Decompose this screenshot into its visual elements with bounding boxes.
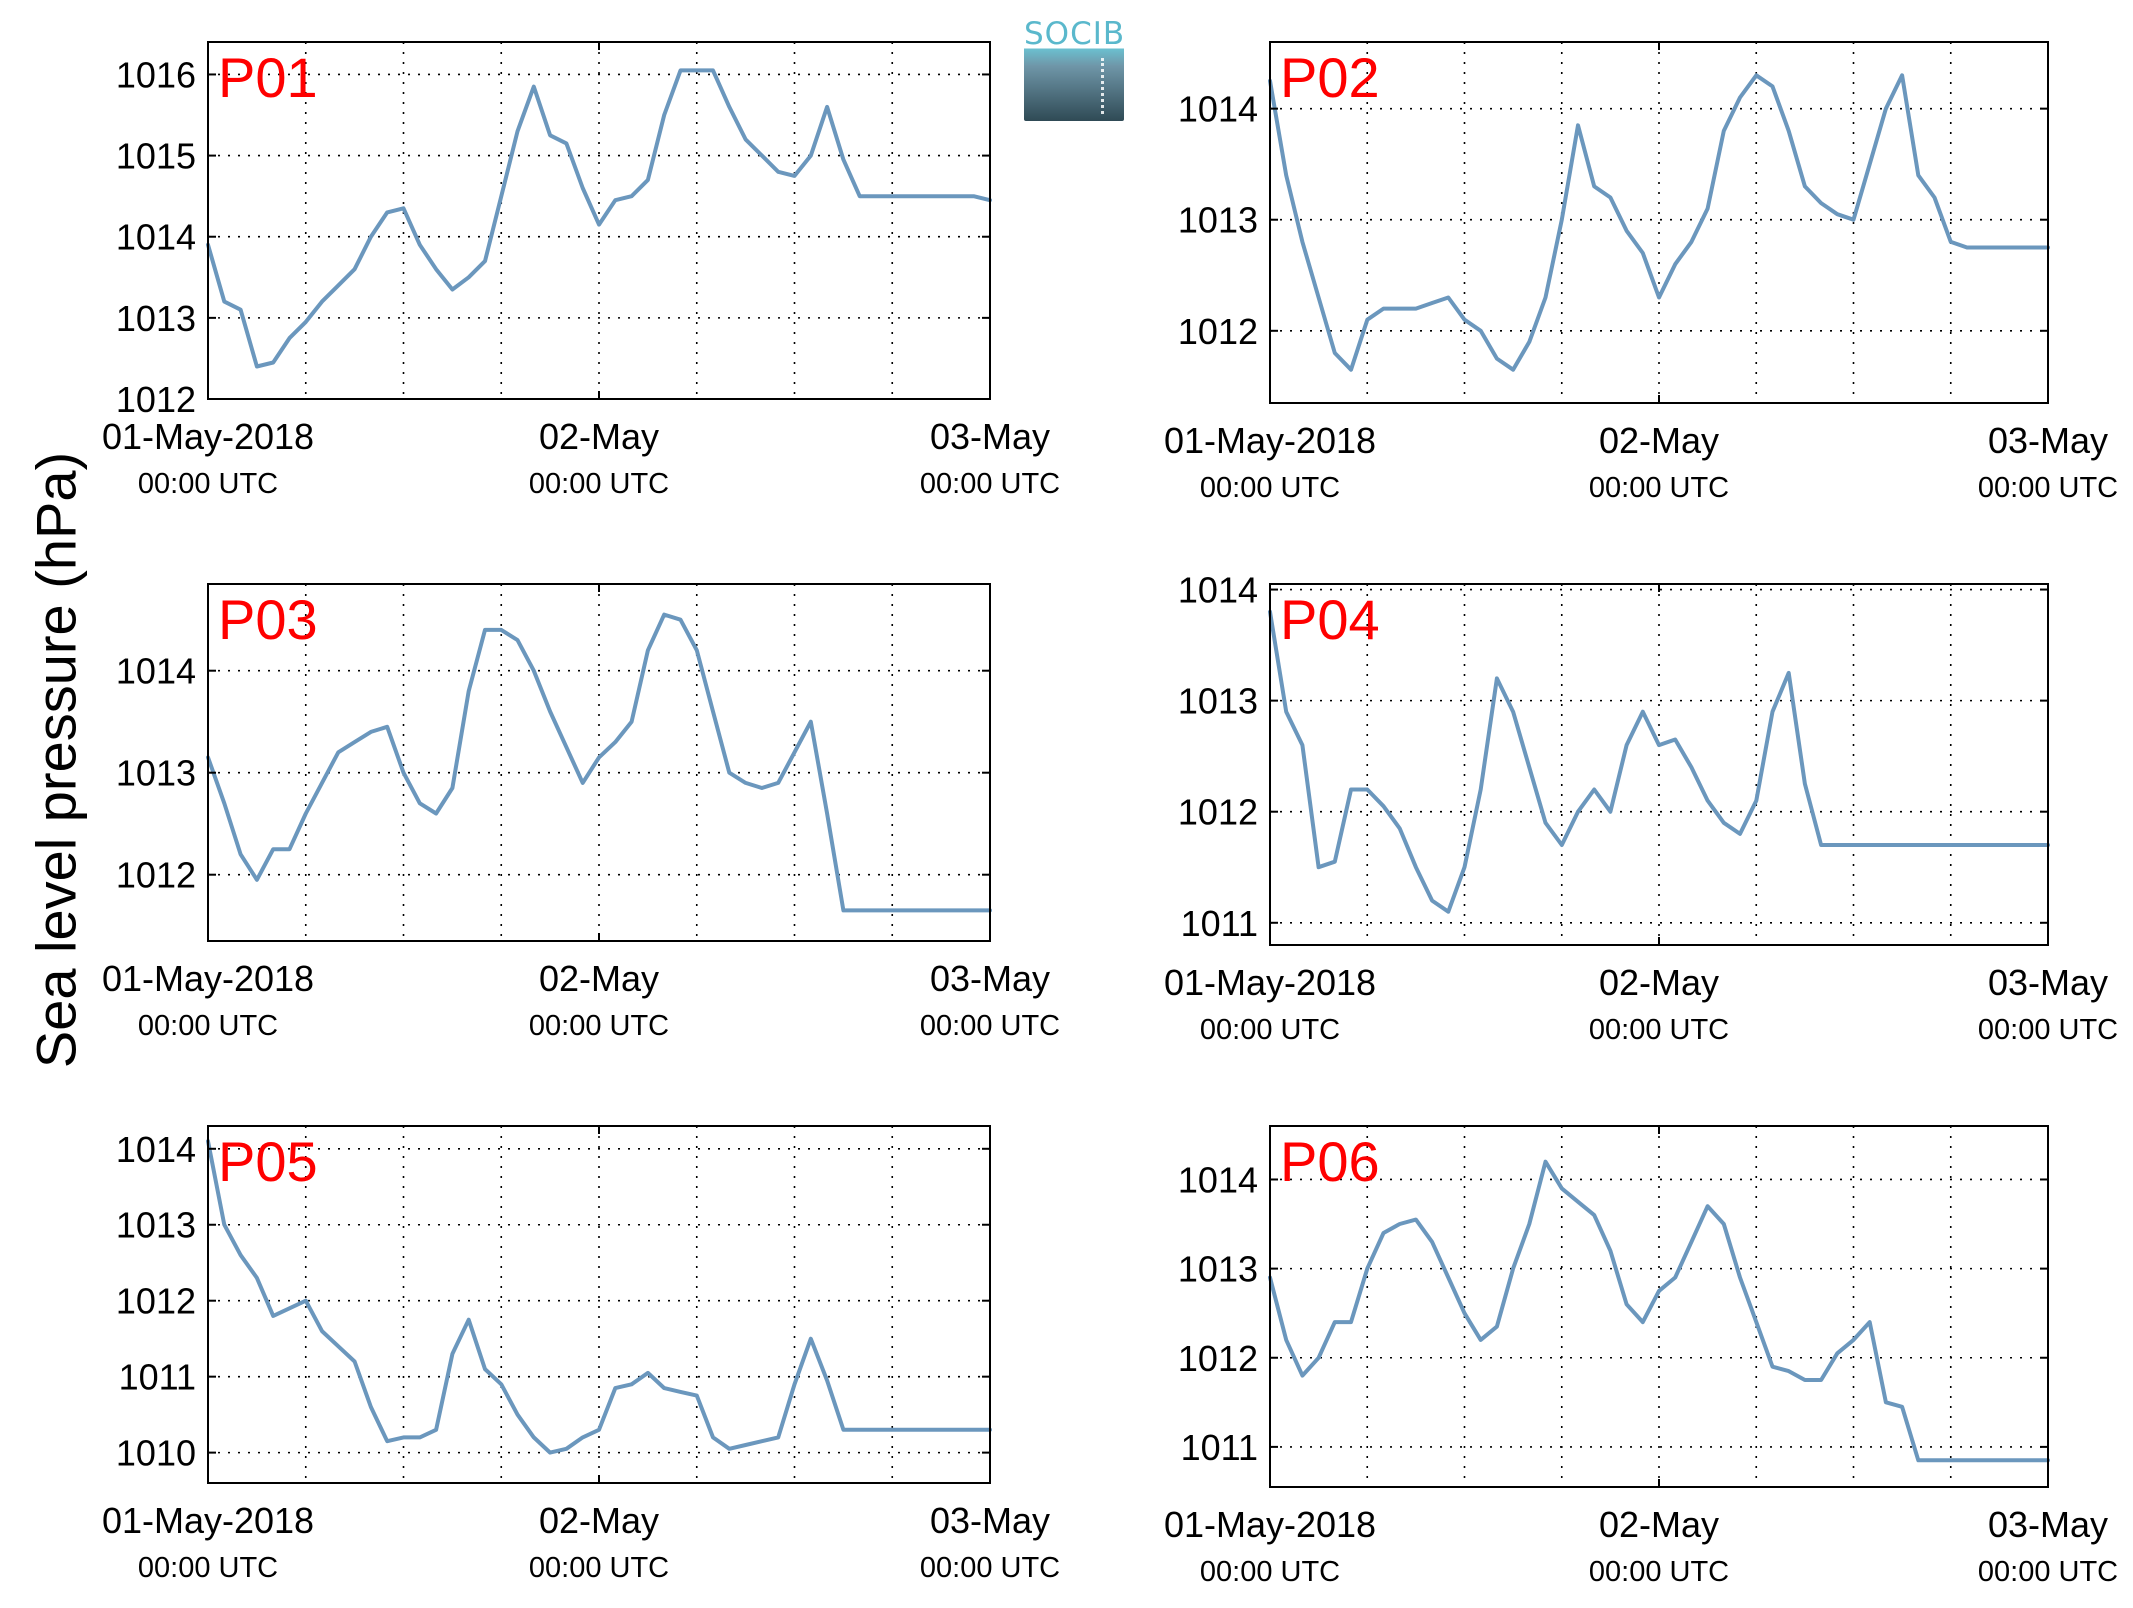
y-tick-label: 1013 [1178, 1249, 1258, 1290]
x-tick-sublabel: 00:00 UTC [138, 468, 278, 500]
series-line [1268, 1159, 2050, 1463]
y-tick-label: 1016 [116, 54, 196, 95]
y-tick-label: 1011 [1181, 903, 1258, 944]
x-tick-label: 02-May [1599, 420, 1719, 461]
x-tick-sublabel: 00:00 UTC [920, 1010, 1060, 1042]
x-tick-sublabel: 00:00 UTC [1589, 1014, 1729, 1046]
y-tick-label: 1013 [116, 298, 196, 339]
y-tick-label: 1012 [1178, 1338, 1258, 1379]
x-tick-sublabel: 00:00 UTC [1200, 472, 1340, 504]
y-tick-label: 1011 [119, 1357, 196, 1398]
panel-p06: 1011 1012 1013 1014 01-May-2018 00:00 UTC 02-M… [1164, 1125, 2118, 1588]
series-line [206, 68, 992, 369]
x-tick-label: 03-May [930, 416, 1050, 457]
y-tick-label: 1014 [116, 217, 196, 258]
y-tick-label: 1013 [116, 1205, 196, 1246]
series-line [1268, 609, 2050, 914]
axes-frame [207, 583, 991, 942]
x-tick-sublabel: 00:00 UTC [1200, 1014, 1340, 1046]
panel-title: P03 [218, 588, 318, 651]
x-tick-label: 01-May-2018 [102, 1500, 314, 1541]
y-tick-label: 1013 [1178, 200, 1258, 241]
x-tick-sublabel: 00:00 UTC [1589, 472, 1729, 504]
panel-title: P06 [1280, 1130, 1380, 1193]
socib-logo-marks [1101, 58, 1104, 114]
x-tick-sublabel: 00:00 UTC [529, 468, 669, 500]
x-tick-label: 02-May [1599, 962, 1719, 1003]
y-tick-label: 1010 [116, 1433, 196, 1474]
x-tick-sublabel: 00:00 UTC [529, 1010, 669, 1042]
x-tick-label: 01-May-2018 [1164, 1504, 1376, 1545]
y-tick-label: 1012 [116, 1281, 196, 1322]
panel-p02: 1012 1013 1014 01-May-2018 00:00 UTC 02-May 00… [1164, 41, 2118, 504]
series-line [206, 1139, 992, 1455]
panel-p05: 1010 1011 1012 1013 1014 01-May-2018 00:00 UTC… [102, 1125, 1060, 1584]
y-tick-label: 1012 [1178, 311, 1258, 352]
y-tick-label: 1013 [1178, 681, 1258, 722]
socib-logo-text: SOCIB [1024, 16, 1126, 52]
x-tick-label: 02-May [539, 1500, 659, 1541]
socib-logo: SOCIB [1024, 16, 1126, 121]
x-tick-label: 01-May-2018 [102, 416, 314, 457]
y-tick-label: 1012 [116, 855, 196, 896]
x-tick-sublabel: 00:00 UTC [1200, 1556, 1340, 1588]
x-tick-sublabel: 00:00 UTC [1978, 472, 2118, 504]
x-tick-sublabel: 00:00 UTC [1589, 1556, 1729, 1588]
x-tick-sublabel: 00:00 UTC [138, 1010, 278, 1042]
series-line [1268, 73, 2050, 372]
x-tick-label: 03-May [930, 958, 1050, 999]
y-tick-label: 1014 [1178, 89, 1258, 130]
x-tick-sublabel: 00:00 UTC [1978, 1556, 2118, 1588]
panel-p01: 1012 1013 1014 1015 1016 01-May-2018 00:00 UTC… [102, 41, 1060, 500]
y-tick-label: 1012 [1178, 792, 1258, 833]
panel-title: P02 [1280, 46, 1380, 109]
x-tick-label: 02-May [1599, 1504, 1719, 1545]
y-tick-label: 1013 [116, 753, 196, 794]
panel-p04: 1011 1012 1013 1014 01-May-2018 00:00 UTC 02-M… [1164, 570, 2118, 1046]
x-tick-label: 02-May [539, 416, 659, 457]
y-tick-label: 1014 [1178, 570, 1258, 611]
panel-p03: 1012 1013 1014 01-May-2018 00:00 UTC 02-May 00… [102, 583, 1060, 1042]
x-tick-sublabel: 00:00 UTC [1978, 1014, 2118, 1046]
y-tick-label: 1014 [116, 1129, 196, 1170]
y-tick-label: 1014 [116, 651, 196, 692]
series-line [206, 612, 992, 913]
x-tick-label: 03-May [1988, 962, 2108, 1003]
x-tick-sublabel: 00:00 UTC [529, 1552, 669, 1584]
x-tick-label: 03-May [930, 1500, 1050, 1541]
panel-title: P01 [218, 46, 318, 109]
panel-title: P05 [218, 1130, 318, 1193]
x-tick-label: 03-May [1988, 420, 2108, 461]
x-tick-label: 01-May-2018 [102, 958, 314, 999]
x-tick-sublabel: 00:00 UTC [920, 1552, 1060, 1584]
x-tick-sublabel: 00:00 UTC [138, 1552, 278, 1584]
y-tick-label: 1014 [1178, 1159, 1258, 1200]
x-tick-label: 02-May [539, 958, 659, 999]
x-tick-label: 03-May [1988, 1504, 2108, 1545]
y-tick-label: 1011 [1181, 1427, 1258, 1468]
x-tick-label: 01-May-2018 [1164, 962, 1376, 1003]
panel-title: P04 [1280, 588, 1380, 651]
x-tick-label: 01-May-2018 [1164, 420, 1376, 461]
y-tick-label: 1015 [116, 136, 196, 177]
y-tick-label: 1012 [116, 379, 196, 420]
x-tick-sublabel: 00:00 UTC [920, 468, 1060, 500]
